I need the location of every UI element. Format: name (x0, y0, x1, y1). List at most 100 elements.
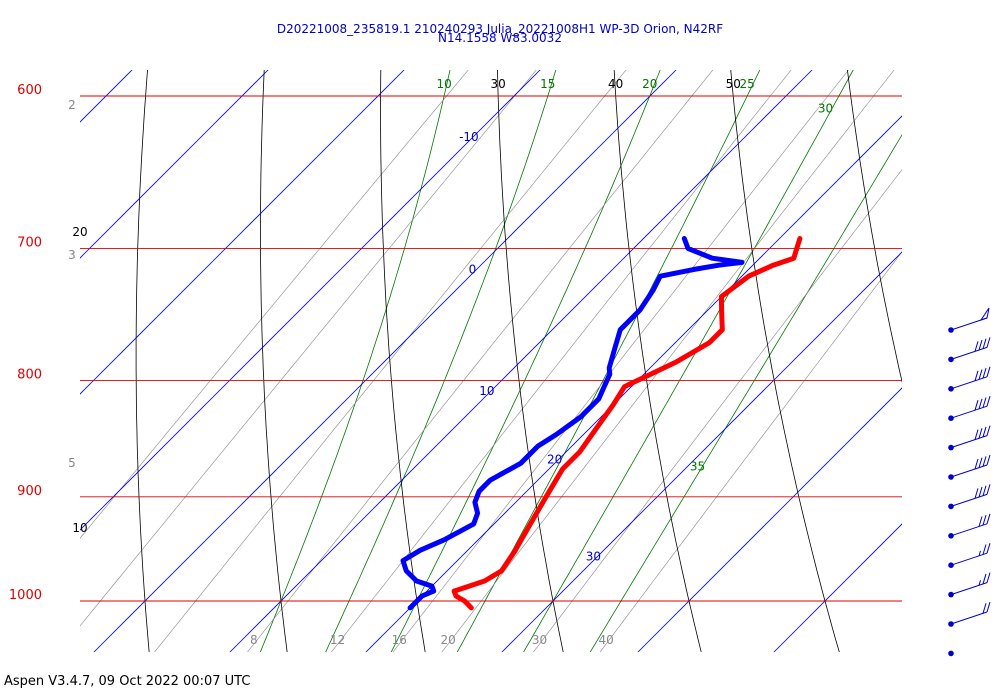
moist-adiabat-label: 30 (818, 101, 833, 115)
wind-barb-shaft (950, 493, 988, 507)
wind-barb-half-feather (978, 580, 981, 586)
wind-barb-feather (978, 398, 983, 410)
wind-barb-shaft (950, 376, 988, 390)
isotherm-label: 20 (547, 452, 562, 466)
wind-barb-feather (986, 601, 991, 613)
wind-barb-feather (978, 457, 983, 468)
wind-barb-station (948, 503, 954, 510)
dry-adiabat-label: 50 (726, 77, 741, 91)
footer-version: Aspen V3.4.7, 09 Oct 2022 00:07 UTC (4, 674, 251, 689)
wind-barb-feather (986, 543, 991, 554)
isotherm-line (93, 70, 677, 652)
mixing-ratio-label: 12 (330, 633, 345, 647)
chart-title: D20221008_235819.1 210240293 Julia_20221… (276, 22, 724, 36)
wind-barb-feather (986, 337, 991, 348)
wind-barb-feather (982, 367, 987, 379)
wind-barb-pennant (979, 307, 990, 321)
isotherm-label: 30 (586, 550, 601, 564)
dry-adiabat-line (497, 70, 564, 652)
moist-adiabat-line (259, 70, 451, 652)
wind-barb-feather (982, 603, 987, 614)
dry-adiabat-line (135, 70, 150, 652)
mixing-ratio-line (441, 70, 895, 652)
wind-barb-feather (974, 341, 979, 352)
wind-barb-feather (986, 366, 991, 377)
wind-barb-feather (974, 458, 979, 470)
wind-barb-feather (986, 454, 991, 466)
isotherm-label: -10 (459, 130, 479, 144)
dry-adiabat-line (847, 70, 902, 384)
wind-barb-feather (986, 396, 991, 407)
isotherm-line (80, 70, 269, 259)
wind-barb-station (948, 356, 954, 363)
wind-barb-shaft (950, 552, 988, 566)
wind-barb-feather (978, 369, 983, 380)
wind-barb-feather (974, 429, 979, 440)
isobar-label: 800 (17, 367, 42, 382)
isotherm-line (501, 251, 902, 652)
mixing-ratio-label: 3 (68, 248, 76, 262)
isotherm-line (365, 115, 902, 652)
wind-barb-shaft (950, 464, 988, 478)
wind-barb-feather (986, 513, 991, 524)
isobar-label: 700 (17, 235, 42, 250)
wind-barb-feather (982, 544, 987, 555)
wind-barb-feather (982, 573, 987, 585)
isotherm-label: 0 (469, 262, 477, 276)
wind-barb-half-feather (978, 550, 981, 557)
wind-barb-feather (982, 397, 987, 408)
wind-barb-feather (982, 426, 987, 438)
moist-adiabat-line (523, 70, 854, 652)
mixing-ratio-label: 20 (440, 633, 455, 647)
dewpoint-profile (400, 236, 745, 611)
dry-adiabat-label: 30 (491, 77, 506, 91)
mixing-ratio-line (599, 251, 902, 652)
mixing-ratio-line (392, 70, 849, 652)
mixing-ratio-line (80, 70, 537, 627)
mixing-ratio-label: 16 (392, 633, 407, 647)
wind-barb-feather (986, 572, 991, 583)
moist-adiabat-label: 15 (540, 77, 555, 91)
wind-barb-feather (974, 400, 979, 411)
wind-barb-shaft (950, 582, 988, 596)
isobar-label: 600 (17, 83, 42, 98)
dry-adiabat-line (730, 70, 840, 652)
mixing-ratio-line (247, 70, 714, 652)
moist-adiabat-line (589, 134, 902, 652)
isobar-label: 900 (17, 484, 42, 499)
mixing-ratio-label: 2 (68, 98, 76, 112)
isotherm-line (229, 70, 813, 652)
dry-adiabat-line (260, 70, 288, 652)
wind-barb-shaft (950, 346, 988, 360)
moist-adiabat-line (325, 70, 557, 652)
isotherm-line (80, 70, 405, 395)
moist-adiabat-label: 20 (642, 77, 657, 91)
dry-adiabat-label: 40 (608, 77, 623, 91)
isobar-label: 1000 (9, 588, 42, 603)
mixing-ratio-label: 40 (599, 633, 614, 647)
isotherm-label: 10 (479, 384, 494, 398)
wind-barb-feather (982, 514, 987, 526)
mixing-ratio-line (154, 70, 627, 652)
dry-adiabat-label: 10 (72, 521, 87, 535)
wind-barb-station (948, 650, 954, 657)
wind-barb-shaft (950, 611, 988, 625)
dry-adiabat-line (613, 70, 702, 652)
wind-barb-feather (978, 339, 983, 351)
mixing-ratio-line (80, 70, 469, 539)
wind-barb-shaft (950, 435, 988, 449)
isotherm-line (80, 70, 541, 531)
wind-barb-shaft (950, 523, 988, 537)
moist-adiabat-label: 10 (436, 77, 451, 91)
moist-adiabat-label: 25 (740, 77, 755, 91)
wind-barb-feather (974, 488, 979, 499)
wind-barb-station (948, 444, 954, 451)
mixing-ratio-label: 5 (68, 456, 76, 470)
temperature-profile (451, 236, 803, 611)
wind-barb-feather (978, 516, 983, 527)
wind-barb-feather (986, 425, 991, 436)
mixing-ratio-line (331, 70, 792, 652)
dry-adiabat-label: 20 (72, 225, 87, 239)
wind-barb-feather (974, 370, 979, 381)
